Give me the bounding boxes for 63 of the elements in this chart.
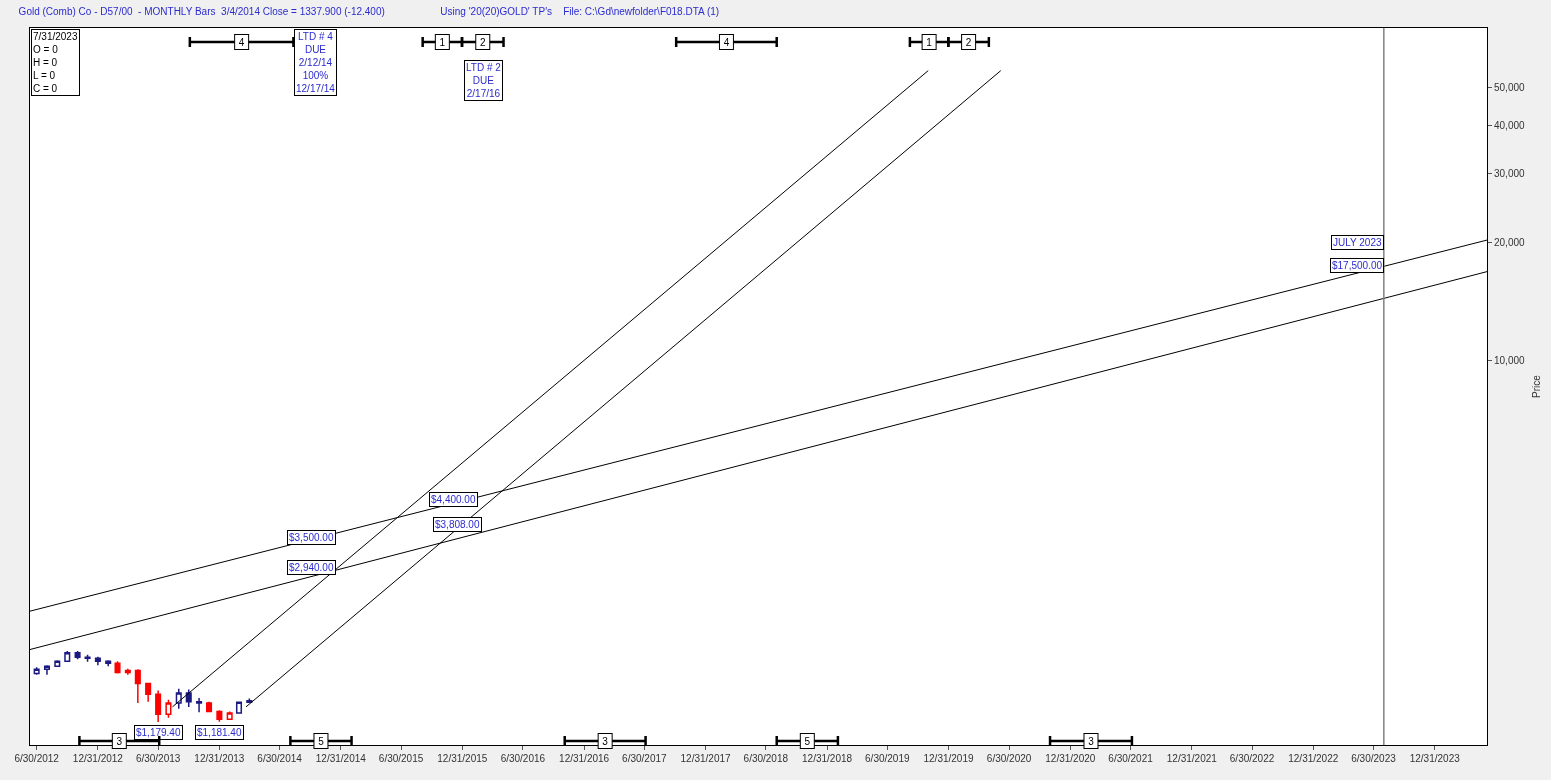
x-tick-label: 6/30/2021 (1108, 753, 1154, 764)
x-tick-label: 6/30/2014 (257, 753, 303, 764)
y-tick-label: 40,000 (1494, 119, 1526, 131)
x-tick-label: 12/31/2012 (72, 753, 124, 764)
annotation: 3 (602, 735, 609, 747)
annotation: 7/31/2023 O = 0 H = 0 L = 0 C = 0 (33, 31, 78, 94)
x-tick-label: 12/31/2022 (1288, 753, 1339, 764)
x-tick-label: 12/31/2018 (802, 753, 853, 764)
y-tick-label: 50,000 (1494, 81, 1526, 93)
x-tick-label: 6/30/2022 (1229, 753, 1275, 764)
x-tick-label: 12/31/2019 (923, 753, 974, 764)
annotation: 5 (318, 735, 325, 747)
x-tick-label: 6/30/2016 (500, 753, 546, 764)
x-tick-label: 6/30/2015 (378, 753, 424, 764)
annotation: $1,181.40 (197, 727, 242, 738)
annotation: 2 (479, 36, 486, 48)
y-tick-label: 30,000 (1494, 168, 1526, 180)
x-tick-label: 6/30/2012 (14, 753, 60, 764)
x-tick-label: 6/30/2023 (1351, 753, 1397, 764)
cycle-bracket: 2 (947, 34, 991, 50)
annotation: 1 (439, 36, 446, 48)
chart-title: Gold (Comb) Co - D57/00 - MONTHLY Bars 3/4/2014 Close = 1337.900 (-12.400) Using '20(20)GOLD' TP's File: C:\Gd\newfolder\F018.DTA (1) (18, 6, 720, 18)
cycle-bracket: 1 (908, 34, 950, 50)
annotation: 2 (965, 36, 972, 48)
cycle-bracket: 2 (460, 34, 505, 50)
annotation: $3,808.00 (435, 519, 480, 530)
y-axis-title: Price (1530, 374, 1542, 398)
annotation: LTD # 2 DUE 2/17/16 (466, 62, 502, 99)
annotation: 3 (1088, 735, 1095, 747)
cycle-bracket: 3 (1048, 733, 1134, 749)
annotation: $3,500.00 (289, 532, 334, 543)
x-tick-label: 12/31/2013 (194, 753, 245, 764)
x-tick-label: 12/31/2021 (1166, 753, 1218, 764)
annotation: $4,400.00 (431, 494, 476, 505)
annotation: $1,179.40 (136, 727, 181, 738)
annotation: LTD # 4 DUE 2/12/14 100% 12/17/14 (296, 31, 336, 94)
cycle-bracket: 4 (188, 34, 295, 50)
cycle-bracket: 4 (674, 34, 778, 50)
annotation: 4 (238, 36, 245, 48)
annotation: $2,940.00 (289, 562, 334, 573)
annotation: 1 (926, 36, 933, 48)
annotation: $17,500.00 (1332, 260, 1383, 271)
x-tick-label: 6/30/2020 (986, 753, 1032, 764)
x-tick-label: 12/31/2016 (559, 753, 610, 764)
x-tick-label: 6/30/2018 (743, 753, 789, 764)
x-tick-label: 12/31/2023 (1409, 753, 1461, 764)
annotation: 3 (116, 735, 123, 747)
cycle-bracket: 1 (421, 34, 464, 50)
x-tick-label: 6/30/2017 (622, 753, 668, 764)
y-tick-label: 20,000 (1494, 237, 1526, 249)
x-tick-label: 6/30/2019 (865, 753, 910, 764)
y-tick-label: 10,000 (1494, 354, 1526, 366)
x-tick-label: 12/31/2020 (1045, 753, 1096, 764)
x-tick-label: 12/31/2015 (437, 753, 488, 764)
cycle-bracket: 3 (563, 733, 647, 749)
annotation: JULY 2023 (1333, 237, 1382, 248)
x-tick-label: 12/31/2014 (315, 753, 367, 764)
cycle-bracket: 5 (775, 733, 840, 749)
cycle-bracket: 5 (289, 733, 353, 749)
annotation: 4 (723, 36, 730, 48)
x-tick-label: 12/31/2017 (680, 753, 732, 764)
annotation: 5 (804, 735, 811, 747)
x-tick-label: 6/30/2013 (135, 753, 181, 764)
